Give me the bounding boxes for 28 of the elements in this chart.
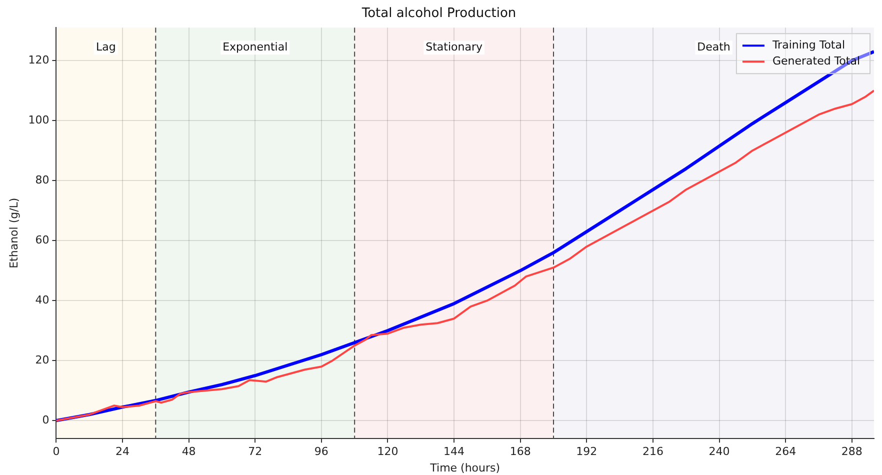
x-tick-label: 240 [708,445,730,458]
x-axis-title: Time (hours) [429,461,500,474]
y-tick-label: 40 [35,293,50,306]
legend-label: Training Total [771,38,846,52]
x-tick-label: 216 [642,445,664,458]
x-tick-label: 96 [314,445,328,458]
band-label: Exponential [222,40,288,54]
x-tick-label: 120 [377,445,398,458]
y-tick-label: 120 [28,53,50,66]
x-tick-label: 168 [510,445,531,458]
chart-title: Total alcohol Production [360,6,516,22]
x-tick-label: 144 [444,445,465,458]
band-label: Death [697,40,730,54]
y-tick-label: 20 [35,353,50,366]
x-tick-label: 48 [182,445,196,458]
y-tick-label: 80 [35,173,50,186]
y-tick-label: 60 [35,233,50,246]
x-tick-label: 288 [841,445,862,458]
band-label: Stationary [426,40,483,54]
x-tick-label: 24 [116,445,130,458]
x-tick-label: 264 [775,445,796,458]
y-axis-title: Ethanol (g/L) [7,198,20,268]
band-label: Lag [96,40,116,54]
x-tick-label: 72 [248,445,262,458]
x-tick-label: 0 [52,445,60,458]
x-tick-label: 192 [576,445,598,458]
y-tick-label: 0 [42,413,50,426]
y-tick-label: 100 [28,113,50,126]
